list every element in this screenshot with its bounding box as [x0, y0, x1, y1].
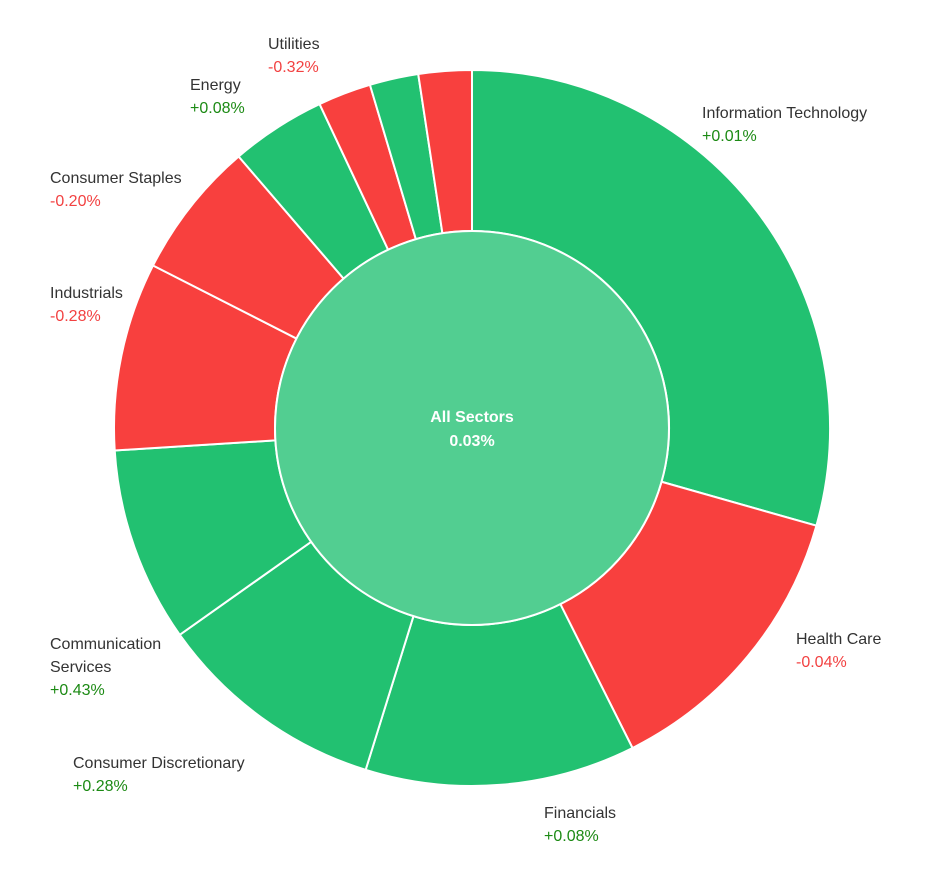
label-change-energy: +0.08%	[190, 100, 245, 117]
label-name-communication-services: Communication	[50, 636, 161, 653]
label-name-consumer-staples: Consumer Staples	[50, 170, 182, 187]
center-label: All Sectors	[430, 409, 514, 426]
label-change-industrials: -0.28%	[50, 308, 101, 325]
label-change-consumer-discretionary: +0.28%	[73, 778, 128, 795]
label-name-energy: Energy	[190, 77, 241, 94]
label-name-financials: Financials	[544, 805, 616, 822]
label-change-utilities: -0.32%	[268, 59, 319, 76]
slice-labels: Information Technology +0.01% Health Care -…	[50, 36, 881, 845]
label-name-information-technology: Information Technology	[702, 105, 867, 122]
center-value: 0.03%	[449, 433, 494, 450]
label-name-utilities: Utilities	[268, 36, 320, 53]
donut-slices	[113, 68, 831, 787]
label-name-consumer-discretionary: Consumer Discretionary	[73, 755, 245, 772]
label-change-consumer-staples: -0.20%	[50, 193, 101, 210]
label-name-health-care: Health Care	[796, 631, 881, 648]
label-change-health-care: -0.04%	[796, 654, 847, 671]
label-name-industrials: Industrials	[50, 285, 123, 302]
label-name-communication-services: Services	[50, 659, 111, 676]
center-circle[interactable]	[274, 230, 670, 626]
label-change-communication-services: +0.43%	[50, 682, 105, 699]
label-change-financials: +0.08%	[544, 828, 599, 845]
label-change-information-technology: +0.01%	[702, 128, 757, 145]
